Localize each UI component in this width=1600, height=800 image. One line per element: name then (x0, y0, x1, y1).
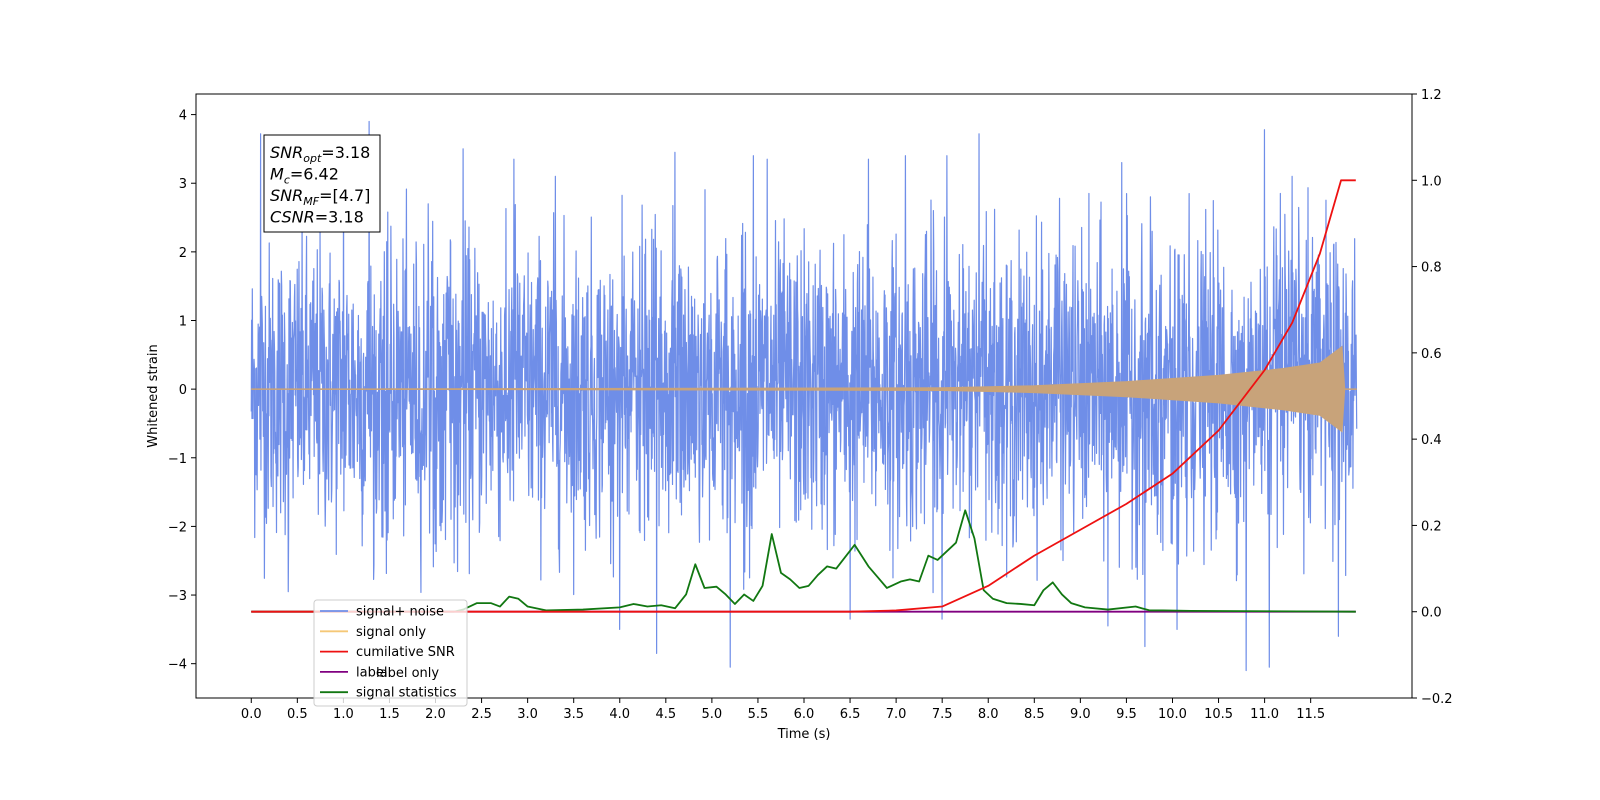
y-tick-label: 2 (179, 246, 187, 261)
y-tick-label: 4 (179, 109, 187, 124)
snr-mf-value: =[4.7] (319, 186, 370, 205)
y-tick-label: 3 (179, 177, 187, 192)
x-tick-label: 8.0 (978, 707, 999, 722)
annotation-snr-opt: SNRopt=3.18 (270, 143, 370, 165)
y-tick-label: −4 (168, 658, 187, 673)
annotation-snr-mf: SNRMF=[4.7] (270, 186, 370, 208)
y-tick-label: 0 (179, 383, 187, 398)
mc-symbol: M (270, 165, 284, 184)
mc-subscript: c (284, 174, 290, 187)
signal-only-series (251, 345, 1357, 433)
x-tick-label: 6.0 (794, 707, 815, 722)
x-tick-label: 5.0 (702, 707, 723, 722)
csnr-value: =3.18 (315, 208, 364, 227)
snr-mf-symbol: SNR (270, 186, 303, 205)
y2-tick-label: 0.0 (1421, 606, 1442, 621)
legend: label only signal+ noise signal only cumil… (313, 599, 468, 707)
signal-noise-line (250, 120, 1358, 672)
y-tick-label: 1 (179, 315, 187, 330)
legend-frame (313, 599, 468, 707)
x-tick-label: 10.0 (1158, 707, 1187, 722)
x-tick-label: 4.0 (609, 707, 630, 722)
x-axis-label: Time (s) (777, 727, 831, 742)
y-tick-label: −1 (168, 452, 187, 467)
y-tick-label: −2 (168, 520, 187, 535)
annotation-frame (263, 134, 381, 233)
y2-tick-label: 1.0 (1421, 174, 1442, 189)
csnr-symbol: CSNR (270, 208, 315, 227)
x-tick-label: 4.5 (655, 707, 676, 722)
annotation-mc: Mc=6.42 (270, 165, 339, 187)
snr-opt-value: =3.18 (321, 143, 370, 162)
x-tick-label: 10.5 (1204, 707, 1233, 722)
y2-tick-label: 0.4 (1421, 433, 1442, 448)
plot-area (250, 120, 1358, 672)
annotation-csnr: CSNR=3.18 (270, 208, 364, 227)
signal-noise-series (250, 120, 1358, 672)
annotation-box: SNRopt=3.18 Mc=6.42 SNRMF=[4.7] CSNR=3.1… (263, 134, 381, 233)
x-tick-label: 2.0 (425, 707, 446, 722)
y-axis-left: −4 −3 −2 −1 0 1 2 3 4 (168, 109, 196, 673)
y2-tick-label: 0.8 (1421, 261, 1442, 276)
x-tick-label: 0.0 (241, 707, 262, 722)
x-tick-label: 3.0 (517, 707, 538, 722)
x-tick-label: 7.5 (932, 707, 953, 722)
mc-value: =6.42 (290, 165, 339, 184)
x-tick-label: 2.5 (471, 707, 492, 722)
x-tick-label: 9.0 (1070, 707, 1091, 722)
x-tick-label: 8.5 (1024, 707, 1045, 722)
y2-tick-label: 0.2 (1421, 519, 1442, 534)
x-tick-label: 3.5 (563, 707, 584, 722)
x-tick-label: 1.5 (379, 707, 400, 722)
legend-item-label: label (356, 665, 387, 680)
signal-statistics-line (251, 509, 1356, 613)
x-tick-label: 7.0 (886, 707, 907, 722)
x-tick-label: 11.0 (1250, 707, 1279, 722)
y2-tick-label: 0.6 (1421, 347, 1442, 362)
snr-opt-subscript: opt (303, 152, 322, 165)
snr-opt-symbol: SNR (270, 143, 303, 162)
x-tick-label: 1.0 (333, 707, 354, 722)
legend-item-label: signal only (356, 625, 426, 640)
x-tick-label: 5.5 (748, 707, 769, 722)
legend-item-label: cumilative SNR (356, 645, 455, 660)
y2-tick-label: −0.2 (1421, 692, 1453, 707)
legend-item-label: signal+ noise (356, 605, 444, 620)
x-tick-label: 0.5 (287, 707, 308, 722)
x-tick-label: 6.5 (840, 707, 861, 722)
cumulative-snr-series (251, 179, 1356, 613)
cumulative-snr-line (251, 179, 1356, 613)
y-tick-label: −3 (168, 589, 187, 604)
legend-item-label: signal statistics (356, 686, 457, 701)
y2-tick-label: 1.2 (1421, 88, 1442, 103)
snr-mf-subscript: MF (303, 195, 319, 208)
y-axis-right: −0.2 0.0 0.2 0.4 0.6 0.8 1.0 1.2 (1412, 88, 1453, 707)
x-axis: 0.0 0.5 1.0 1.5 2.0 2.5 3.0 3.5 4.0 4.5 5.0 5.5 6.0 6… (241, 698, 1325, 722)
signal-statistics-series (251, 509, 1356, 613)
x-tick-label: 9.5 (1116, 707, 1137, 722)
x-tick-label: 11.5 (1296, 707, 1325, 722)
legend-hidden-text: label only (376, 666, 439, 681)
y-axis-label: Whitened strain (146, 344, 161, 447)
